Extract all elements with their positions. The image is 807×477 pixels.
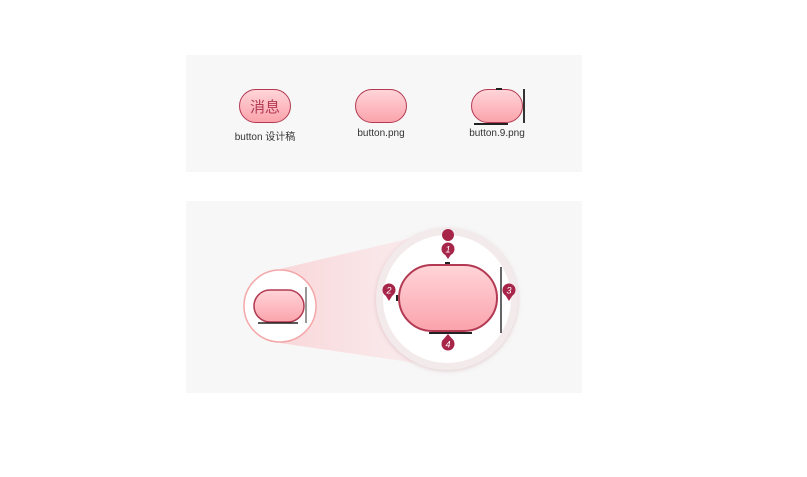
nine-patch-top-marker	[496, 88, 502, 90]
marker-3-label: 3	[506, 286, 511, 296]
marker-3-pin: 3	[502, 283, 516, 301]
marker-2-pin: 2	[382, 283, 396, 301]
button-draft-label: 消息	[249, 98, 280, 116]
caption-button-9-png: button.9.png	[469, 128, 525, 139]
nine-patch-right-marker	[523, 89, 525, 123]
marker-4-label: 4	[445, 340, 450, 350]
marker-2-label: 2	[385, 286, 391, 296]
small-button	[253, 289, 305, 323]
marker-4-pin: 4	[441, 334, 455, 351]
zoom-beam	[280, 237, 416, 363]
button-png	[355, 89, 407, 123]
nine-patch-zoom-diagram: 1 2 3 4	[243, 228, 518, 370]
caption-design-draft: button 设计稿	[234, 132, 296, 143]
big-button	[398, 264, 498, 332]
button-9-png	[471, 89, 523, 123]
button-design-draft: 消息	[239, 89, 291, 123]
marker-1-pin: 1	[441, 229, 455, 259]
nine-patch-bottom-marker	[474, 123, 508, 125]
caption-button-png: button.png	[357, 128, 405, 139]
marker-1-label: 1	[445, 245, 450, 255]
